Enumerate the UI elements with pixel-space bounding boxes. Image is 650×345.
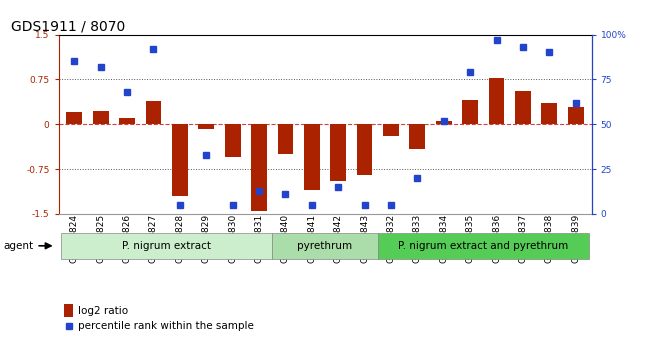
Bar: [93, 111, 109, 124]
Bar: [278, 124, 293, 154]
Text: GDS1911 / 8070: GDS1911 / 8070: [10, 19, 125, 33]
Text: P. nigrum extract: P. nigrum extract: [122, 241, 211, 251]
Bar: [198, 124, 214, 129]
Bar: [119, 118, 135, 124]
Bar: [251, 124, 267, 211]
Text: percentile rank within the sample: percentile rank within the sample: [78, 321, 254, 331]
Bar: [436, 121, 452, 124]
Bar: [146, 101, 161, 124]
Bar: [462, 100, 478, 124]
Text: agent: agent: [3, 241, 33, 251]
Bar: [304, 124, 320, 190]
Bar: [64, 304, 73, 317]
Bar: [172, 124, 188, 196]
Bar: [357, 124, 372, 175]
Text: P. nigrum extract and pyrethrum: P. nigrum extract and pyrethrum: [398, 241, 569, 251]
Bar: [541, 103, 557, 124]
Text: log2 ratio: log2 ratio: [78, 306, 128, 316]
FancyBboxPatch shape: [272, 233, 378, 259]
Bar: [225, 124, 240, 157]
Bar: [66, 112, 83, 124]
FancyBboxPatch shape: [378, 233, 589, 259]
Bar: [567, 107, 584, 124]
Bar: [383, 124, 399, 136]
Bar: [515, 91, 531, 124]
FancyBboxPatch shape: [61, 233, 272, 259]
Bar: [489, 78, 504, 124]
Text: pyrethrum: pyrethrum: [298, 241, 352, 251]
Bar: [410, 124, 425, 149]
Bar: [330, 124, 346, 181]
